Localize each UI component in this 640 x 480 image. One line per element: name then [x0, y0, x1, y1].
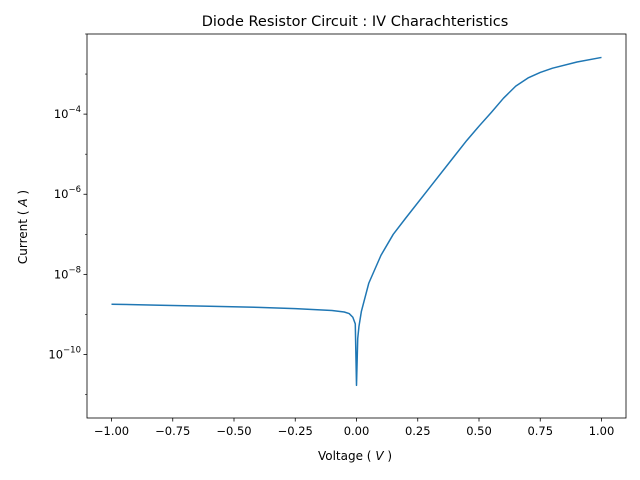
x-tick-label: 0.25 [405, 424, 431, 438]
y-tick-exponent: −10 [63, 345, 81, 355]
x-tick-label: 0.50 [466, 424, 492, 438]
x-tick-label: −1.00 [94, 424, 129, 438]
chart-title: Diode Resistor Circuit : IV Charachteris… [202, 14, 509, 30]
plot-area [86, 33, 627, 419]
y-tick-label: 10−4 [54, 105, 81, 121]
x-tick-label: 0.75 [527, 424, 553, 438]
x-axis-label-open: ( [367, 449, 372, 463]
x-axis-unit: V [375, 449, 384, 463]
x-axis-label-text: Voltage [318, 449, 363, 463]
y-tick-label: 10−10 [48, 345, 81, 361]
x-axis-label-close: ) [387, 449, 392, 463]
y-axis-label-close: ) [16, 190, 30, 195]
y-axis-label-open: ( [16, 210, 30, 215]
x-tick-label: −0.75 [155, 424, 190, 438]
y-tick-base: 10 [54, 107, 69, 121]
x-tick-label: 0.00 [344, 424, 370, 438]
y-tick-exponent: −4 [68, 105, 81, 115]
y-tick-label: 10−6 [54, 185, 81, 201]
series-line-0 [111, 56, 602, 387]
y-axis-label: Current ( A ) [16, 190, 30, 264]
x-tick-label: −0.50 [216, 424, 251, 438]
x-tick-label: −0.25 [278, 424, 313, 438]
axis-ticks: −1.00 −0.75 −0.50 −0.25 0.00 0.25 0.50 0.75 1.00… [48, 33, 615, 438]
x-tick-label: 1.00 [589, 424, 615, 438]
y-tick-base: 10 [48, 347, 63, 361]
y-tick-base: 10 [54, 267, 69, 281]
y-axis-unit: A [16, 198, 30, 207]
y-axis-label-text: Current [16, 219, 30, 264]
y-tick-label: 10−8 [54, 265, 81, 281]
y-tick-exponent: −6 [68, 185, 81, 195]
x-axis-label: Voltage ( V ) [318, 449, 392, 463]
y-tick-exponent: −8 [68, 265, 81, 275]
y-tick-base: 10 [54, 187, 69, 201]
